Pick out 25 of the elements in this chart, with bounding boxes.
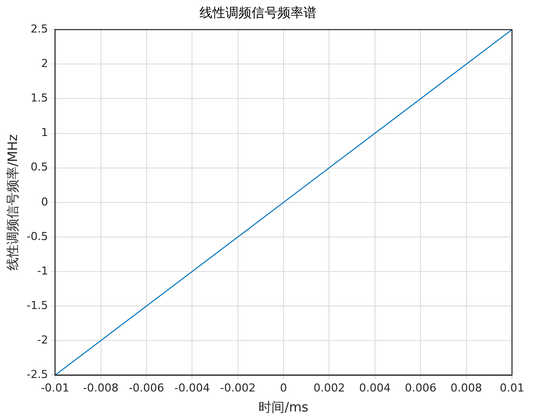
- y-tick-label: -2: [37, 334, 48, 346]
- chart-title: 线性调频信号频率谱: [200, 5, 316, 22]
- x-tick-label: -0.008: [83, 382, 118, 395]
- y-tick-label: 2: [41, 57, 48, 70]
- y-tick-label: -1.5: [26, 298, 48, 312]
- x-tick-label: -0.01: [40, 382, 70, 395]
- y-tick-label: 0: [41, 195, 48, 208]
- x-tick-label: 0.01: [500, 382, 524, 395]
- x-tick-label: -0.002: [220, 382, 256, 395]
- x-tick-label: 0.002: [313, 382, 345, 395]
- y-axis-title: 线性调频信号频率/MHz: [5, 134, 22, 270]
- y-tick-label: 0.5: [30, 160, 48, 174]
- y-tick-label: -2.5: [26, 368, 48, 382]
- x-tick-label: -0.004: [174, 382, 210, 395]
- x-tick-label: 0.006: [404, 382, 436, 395]
- x-tick-label: -0.006: [128, 382, 164, 395]
- x-tick-label: 0.004: [359, 382, 391, 395]
- y-tick-label: 1: [41, 126, 48, 140]
- x-tick-label: 0.008: [450, 382, 482, 395]
- x-axis-title: 时间/ms: [258, 400, 309, 416]
- x-tick-label: 0: [280, 382, 288, 395]
- y-tick-label: 1.5: [30, 92, 48, 105]
- y-tick-label: -1: [37, 264, 48, 278]
- y-tick-label: -0.5: [26, 230, 48, 243]
- y-tick-label: 2.5: [30, 22, 48, 36]
